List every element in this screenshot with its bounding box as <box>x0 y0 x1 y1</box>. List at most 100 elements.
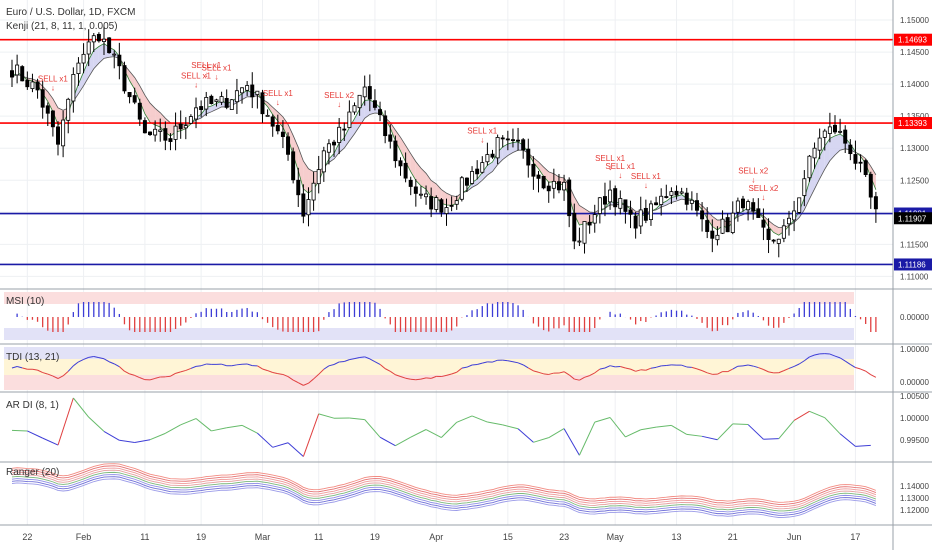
tdi-line <box>134 374 140 379</box>
ardi-line <box>809 410 825 419</box>
band-segment <box>52 98 59 125</box>
candle-body <box>413 186 418 194</box>
ardi-line <box>656 424 672 428</box>
tdi-line <box>180 369 186 373</box>
candle-body <box>173 125 178 140</box>
candle-body <box>817 137 822 151</box>
tdi-line <box>318 368 325 375</box>
ardi-line <box>625 429 641 438</box>
candle-body <box>843 129 848 144</box>
tdi-line <box>384 368 391 372</box>
band-segment <box>129 71 135 90</box>
ardi-line <box>11 429 28 432</box>
candle-body <box>265 114 270 117</box>
price-tick-label: 1.11000 <box>900 272 929 281</box>
sell-signal-arrow: ↓ <box>214 73 218 82</box>
ardi-line <box>195 418 212 432</box>
tdi-line <box>323 365 330 370</box>
tdi-line <box>543 373 549 375</box>
tdi-line <box>374 361 381 365</box>
candle-body <box>643 207 648 221</box>
ardi-line <box>410 429 427 438</box>
ardi-line <box>824 417 841 435</box>
candle-body <box>868 173 873 198</box>
candle-body <box>444 207 449 214</box>
candle-body <box>20 66 25 82</box>
tdi-line <box>594 368 601 374</box>
ranger-band-line <box>11 478 877 518</box>
candle-body <box>807 155 812 179</box>
tdi-line <box>850 363 856 368</box>
tdi-line <box>52 375 59 379</box>
candle-body <box>102 38 106 42</box>
tdi-line <box>793 363 800 367</box>
candle-body <box>582 221 587 244</box>
tdi-line <box>420 377 427 380</box>
tdi-line <box>400 376 406 379</box>
candle-body <box>848 144 853 155</box>
candle-body <box>291 151 296 181</box>
candle-body <box>613 188 618 208</box>
candle-body <box>163 128 168 141</box>
ranger-band-line <box>11 474 877 514</box>
candle-body <box>485 154 490 163</box>
candle-body <box>526 148 531 166</box>
candle-body <box>429 196 434 210</box>
tdi-line <box>625 367 631 370</box>
time-tick-label: Feb <box>76 532 92 542</box>
tdi-line <box>108 361 115 365</box>
tdi-line <box>57 375 64 379</box>
ardi-line <box>548 428 565 439</box>
band-segment <box>548 171 554 183</box>
tdi-line <box>650 366 657 369</box>
tdi-line <box>124 370 130 375</box>
sell-signal-arrow: ↓ <box>276 98 280 107</box>
ardi-line <box>119 439 135 443</box>
tdi-line <box>604 365 611 369</box>
tdi-line <box>809 354 815 358</box>
ardi-line <box>302 413 320 457</box>
tdi-line <box>165 375 171 378</box>
sell-signal-arrow: ↓ <box>761 193 765 202</box>
price-level-label: 1.13393 <box>898 119 927 128</box>
tdi-line <box>22 367 28 370</box>
sell-signal-label: SELL x1 <box>595 154 625 163</box>
tdi-line <box>364 356 371 360</box>
candle-body <box>383 115 388 137</box>
tdi-line <box>37 369 43 373</box>
candle-body <box>142 120 147 134</box>
band-segment <box>328 153 335 163</box>
ranger-band-line <box>11 469 877 510</box>
sell-signal-arrow: ↓ <box>644 181 648 190</box>
candle-body <box>367 86 372 100</box>
tdi-line <box>67 365 74 372</box>
candle-body <box>81 53 86 64</box>
ardi-line <box>502 424 519 430</box>
tdi-line <box>492 359 498 363</box>
ardi-line <box>717 423 734 441</box>
candle-body <box>664 196 669 198</box>
candle-body <box>797 197 802 213</box>
ardi-line <box>793 410 810 421</box>
candle-body <box>592 214 597 224</box>
time-tick-label: 23 <box>559 532 569 542</box>
candle-body <box>194 107 199 120</box>
tdi-line <box>257 365 263 370</box>
candle-body <box>562 181 567 191</box>
band-segment <box>829 135 835 161</box>
tdi-line <box>666 364 672 367</box>
candle-body <box>153 128 158 136</box>
ardi-line <box>379 436 396 447</box>
time-tick-label: Mar <box>255 532 271 542</box>
candle-body <box>301 193 306 217</box>
candle-body <box>628 209 633 215</box>
tdi-line <box>860 368 866 372</box>
sell-signal-label: SELL x1 <box>191 61 221 70</box>
candle-body <box>224 98 229 108</box>
tdi-line <box>119 366 125 372</box>
band-segment <box>804 181 810 210</box>
band-segment <box>768 220 774 233</box>
tdi-line <box>620 366 626 369</box>
candle-body <box>648 203 653 221</box>
candle-body <box>183 125 188 129</box>
